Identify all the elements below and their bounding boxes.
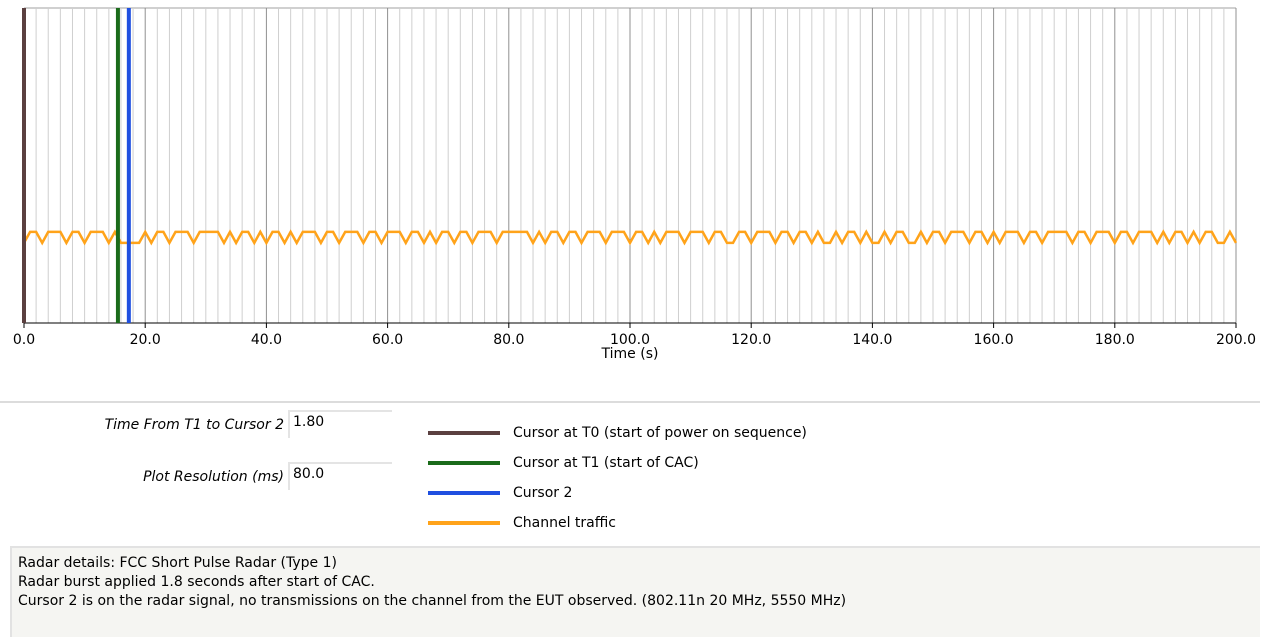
x-tick-label: 60.0 <box>372 332 403 348</box>
x-tick-label: 120.0 <box>731 332 771 348</box>
x-tick-label: 160.0 <box>974 332 1014 348</box>
note-line: Radar burst applied 1.8 seconds after st… <box>18 574 375 590</box>
note-line: Cursor 2 is on the radar signal, no tran… <box>18 593 847 609</box>
x-tick-label: 180.0 <box>1095 332 1135 348</box>
x-tick-label: 20.0 <box>130 332 161 348</box>
x-tick-label: 100.0 <box>610 332 650 348</box>
legend-label: Cursor 2 <box>513 485 572 501</box>
traffic-line <box>22 229 1238 246</box>
field-value: 80.0 <box>288 462 392 490</box>
note-line: Radar details: FCC Short Pulse Radar (Ty… <box>18 555 337 571</box>
field-label: Time From T1 to Cursor 2 <box>104 417 284 433</box>
legend-label: Cursor at T0 (start of power on sequence… <box>513 425 807 441</box>
x-axis-label: Time (s) <box>601 346 659 362</box>
field-value: 1.80 <box>288 410 392 438</box>
legend: Cursor at T0 (start of power on sequence… <box>428 425 807 531</box>
x-tick-label: 40.0 <box>251 332 282 348</box>
legend-label: Cursor at T1 (start of CAC) <box>513 455 699 471</box>
legend-label: Channel traffic <box>513 515 616 531</box>
plot: Time (s) 0.0 20.0 40.0 60.0 80.0 100.0 120.0 14… <box>13 7 1256 362</box>
x-tick-label: 0.0 <box>13 332 35 348</box>
field-label: Plot Resolution (ms) <box>143 469 284 485</box>
x-tick-label: 80.0 <box>493 332 524 348</box>
separator <box>0 401 1260 403</box>
x-tick-label: 200.0 <box>1216 332 1256 348</box>
notes: Radar details: FCC Short Pulse Radar (Ty… <box>10 546 1260 637</box>
x-tick-label: 140.0 <box>852 332 892 348</box>
